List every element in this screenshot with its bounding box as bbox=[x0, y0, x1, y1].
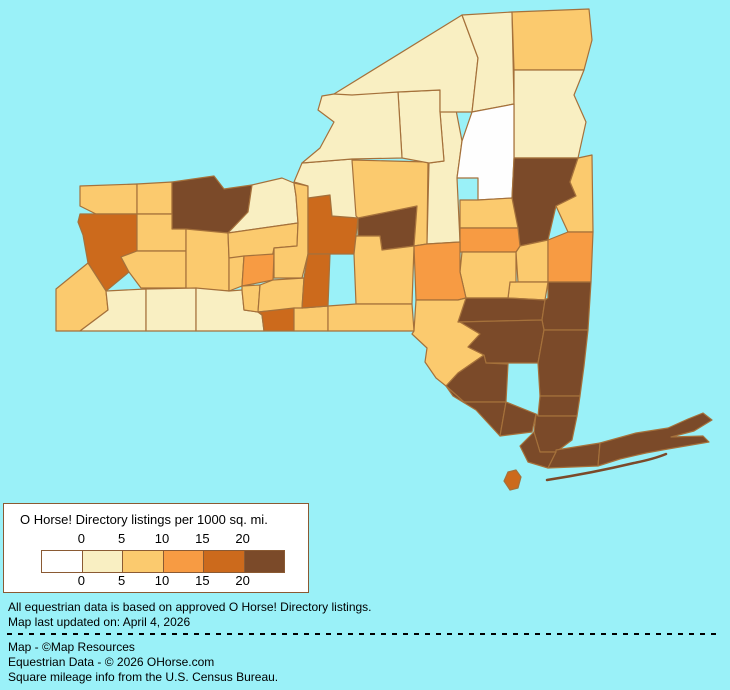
county-saratoga[interactable] bbox=[515, 239, 549, 283]
county-essex[interactable] bbox=[513, 69, 587, 159]
legend-ticks-bottom: 0 5 10 15 20 bbox=[4, 573, 308, 589]
county-niagara[interactable] bbox=[79, 183, 138, 215]
legend-tick-label: 5 bbox=[118, 531, 126, 546]
county-greene[interactable] bbox=[457, 297, 546, 323]
county-rensselaer[interactable] bbox=[547, 231, 594, 283]
county-cortland[interactable] bbox=[301, 253, 331, 309]
legend-tick-label: 5 bbox=[118, 573, 126, 588]
legend-swatch-0 bbox=[42, 551, 83, 572]
county-tompkins[interactable] bbox=[257, 277, 305, 313]
legend-swatch-5 bbox=[244, 551, 284, 572]
legend-box: O Horse! Directory listings per 1000 sq.… bbox=[3, 503, 309, 593]
legend-tick-label: 15 bbox=[195, 573, 210, 588]
county-broome[interactable] bbox=[327, 303, 415, 332]
credit-map-resources: Map - ©Map Resources bbox=[8, 640, 135, 654]
county-schoharie[interactable] bbox=[459, 251, 517, 299]
county-lewis[interactable] bbox=[397, 89, 445, 164]
legend-tick-label: 10 bbox=[154, 531, 170, 546]
county-albany[interactable] bbox=[507, 281, 549, 301]
county-rockland[interactable] bbox=[499, 401, 537, 437]
credit-equestrian-data: Equestrian Data - © 2026 OHorse.com bbox=[8, 655, 215, 669]
county-richmond[interactable] bbox=[503, 469, 522, 491]
legend-tick-label: 20 bbox=[235, 573, 250, 588]
county-montgomery[interactable] bbox=[459, 227, 521, 253]
county-cattaraugus[interactable] bbox=[79, 288, 147, 332]
county-fulton[interactable] bbox=[459, 197, 519, 229]
county-schuyler[interactable] bbox=[241, 284, 261, 313]
dashed-separator bbox=[7, 633, 719, 635]
county-nassau[interactable] bbox=[547, 442, 601, 469]
county-orleans[interactable] bbox=[136, 181, 173, 215]
legend-color-ramp bbox=[41, 550, 285, 573]
credit-census-bureau: Square mileage info from the U.S. Census… bbox=[8, 670, 279, 684]
legend-tick-label: 10 bbox=[154, 573, 170, 588]
county-allegany[interactable] bbox=[145, 287, 197, 332]
legend-title: O Horse! Directory listings per 1000 sq.… bbox=[20, 512, 268, 527]
long-island-barrier-beach bbox=[545, 452, 668, 482]
county-otsego[interactable] bbox=[413, 241, 467, 301]
county-tioga[interactable] bbox=[293, 305, 329, 332]
county-dutchess[interactable] bbox=[537, 329, 589, 397]
legend-tick-label: 15 bbox=[195, 531, 210, 546]
county-columbia[interactable] bbox=[541, 281, 592, 331]
county-clinton[interactable] bbox=[511, 8, 593, 71]
footnote-data-source: All equestrian data is based on approved… bbox=[8, 600, 372, 614]
legend-swatch-3 bbox=[163, 551, 204, 572]
legend-swatch-4 bbox=[204, 551, 245, 572]
legend-tick-label: 20 bbox=[235, 531, 250, 546]
legend-swatch-2 bbox=[123, 551, 164, 572]
county-suffolk[interactable] bbox=[597, 412, 713, 467]
county-washington[interactable] bbox=[555, 154, 594, 233]
county-oneida[interactable] bbox=[351, 159, 429, 247]
county-putnam[interactable] bbox=[537, 395, 581, 417]
legend-tick-label: 0 bbox=[77, 531, 85, 546]
legend-tick-label: 0 bbox=[77, 573, 85, 588]
county-livingston[interactable] bbox=[185, 228, 230, 292]
footnote-last-updated: Map last updated on: April 4, 2026 bbox=[8, 615, 191, 629]
legend-ticks-top: 0 5 10 15 20 bbox=[4, 531, 308, 547]
county-chemung[interactable] bbox=[257, 307, 295, 332]
legend-swatch-1 bbox=[82, 551, 123, 572]
